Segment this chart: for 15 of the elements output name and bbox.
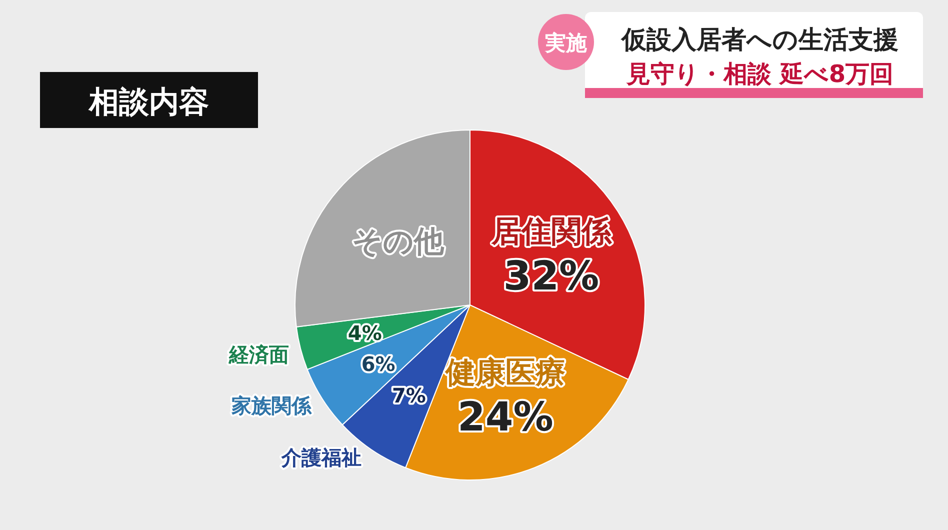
data-label: 24% xyxy=(458,394,554,440)
slice-label: 健康医療 xyxy=(444,355,566,390)
chart-title: 相談内容 xyxy=(88,85,209,120)
slice-label: 経済面 xyxy=(228,342,290,366)
slice-label: 介護福祉 xyxy=(280,446,362,470)
text: 実施 xyxy=(544,31,587,55)
slice-label: その他 xyxy=(352,224,445,260)
text: 見守り・相談 延べ8万回 xyxy=(625,60,894,88)
data-label: 7% xyxy=(392,384,426,408)
slice-label: 家族関係 xyxy=(230,394,312,418)
data-label: 32% xyxy=(503,253,600,300)
text: 仮設入居者への生活支援 xyxy=(620,25,898,54)
data-label: 6% xyxy=(361,352,396,376)
data-label: 4% xyxy=(348,320,382,345)
slice-label: 居住関係 xyxy=(490,214,612,250)
